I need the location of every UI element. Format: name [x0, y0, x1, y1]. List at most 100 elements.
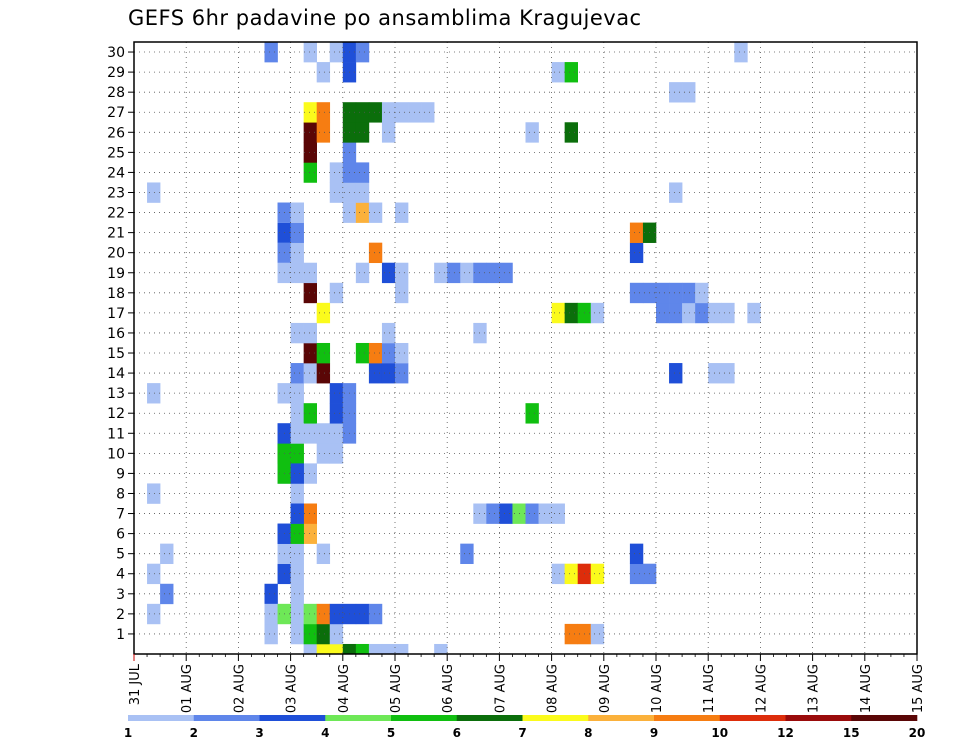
- heatmap-cell: [290, 242, 304, 264]
- heatmap-cell: [316, 623, 331, 645]
- y-axis: 1234567891011121314151617181920212223242…: [107, 45, 134, 643]
- colorbar-swatch: [259, 715, 326, 721]
- y-tick-label: 21: [107, 226, 125, 242]
- heatmap-cell: [629, 222, 644, 243]
- heatmap-cell: [290, 463, 304, 484]
- colorbar-swatch: [522, 715, 589, 721]
- y-tick-label: 15: [107, 346, 125, 362]
- heatmap-cell: [290, 603, 304, 625]
- heatmap-cell: [590, 302, 605, 324]
- colorbar-label: 3: [255, 726, 263, 740]
- heatmap-cell: [395, 282, 409, 304]
- heatmap-cell: [290, 443, 304, 464]
- x-tick-label: 13 AUG: [807, 664, 822, 713]
- heatmap-cell: [147, 563, 161, 585]
- cells-layer: [147, 42, 761, 655]
- x-tick-label: 12 AUG: [754, 664, 769, 713]
- heatmap-cell: [264, 623, 278, 645]
- heatmap-cell: [368, 342, 383, 364]
- heatmap-cell: [290, 403, 304, 424]
- heatmap-cell: [329, 42, 344, 63]
- heatmap-cell: [564, 302, 578, 324]
- heatmap-cell: [421, 102, 435, 123]
- heatmap-cell: [381, 342, 396, 364]
- heatmap-cell: [355, 262, 370, 284]
- heatmap-cell: [290, 523, 304, 544]
- y-tick-label: 28: [107, 85, 125, 101]
- heatmap-cell: [147, 383, 161, 404]
- heatmap-cell: [721, 302, 735, 324]
- heatmap-cell: [564, 122, 578, 143]
- heatmap-cell: [290, 543, 304, 565]
- heatmap-cell: [303, 603, 317, 625]
- y-tick-label: 3: [116, 587, 125, 603]
- heatmap-cell: [316, 363, 331, 384]
- heatmap-cell: [368, 603, 383, 625]
- heatmap-cell: [682, 82, 696, 103]
- y-tick-label: 2: [116, 607, 125, 623]
- colorbar-label: 6: [453, 726, 461, 740]
- heatmap-cell: [303, 463, 317, 484]
- heatmap-cell: [329, 282, 344, 304]
- heatmap-cell: [499, 503, 513, 524]
- colorbar-swatch: [325, 715, 392, 721]
- heatmap-cell: [303, 503, 317, 524]
- heatmap-cell: [316, 342, 331, 364]
- x-tick-label: 31 JUL: [128, 663, 143, 705]
- heatmap-cell: [564, 563, 578, 585]
- x-tick-label: 06 AUG: [441, 664, 456, 713]
- heatmap-cell: [381, 262, 396, 284]
- heatmap-cell: [590, 563, 605, 585]
- colorbar-legend: 1 2 3 4 5 6 7 8 9 10 12 15 20: [124, 715, 926, 740]
- y-tick-label: 30: [107, 45, 125, 61]
- heatmap-cell: [551, 62, 565, 83]
- heatmap-cell: [355, 162, 370, 183]
- heatmap-cell: [290, 322, 304, 344]
- heatmap-cell: [395, 102, 409, 123]
- colorbar-label: 20: [909, 726, 926, 740]
- heatmap-cell: [290, 423, 304, 444]
- heatmap-cell: [303, 403, 317, 424]
- heatmap-cell: [355, 102, 370, 123]
- heatmap-cell: [434, 643, 448, 655]
- y-tick-label: 19: [107, 266, 125, 282]
- y-tick-label: 8: [116, 486, 125, 502]
- heatmap-cell: [316, 603, 331, 625]
- heatmap-cell: [303, 262, 317, 284]
- heatmap-cell: [564, 62, 578, 83]
- y-tick-label: 27: [107, 105, 125, 121]
- grid-layer: [134, 42, 917, 654]
- heatmap-cell: [434, 262, 448, 284]
- colorbar-label: 8: [584, 726, 592, 740]
- heatmap-cell: [303, 423, 317, 444]
- x-tick-label: 02 AUG: [232, 664, 247, 713]
- heatmap-cell: [303, 322, 317, 344]
- heatmap-cell: [290, 563, 304, 585]
- heatmap-cell: [525, 403, 539, 424]
- y-tick-label: 18: [107, 286, 125, 302]
- heatmap-cell: [381, 643, 396, 655]
- y-tick-label: 7: [116, 507, 125, 523]
- y-tick-label: 1: [116, 627, 125, 643]
- colorbar-label: 9: [650, 726, 658, 740]
- colorbar-label: 4: [321, 726, 329, 740]
- heatmap-cell: [629, 242, 644, 264]
- colorbar-swatch: [456, 715, 523, 721]
- heatmap-cell: [695, 282, 709, 304]
- heatmap-cell: [551, 302, 565, 324]
- y-tick-label: 12: [107, 406, 125, 422]
- heatmap-cell: [147, 483, 161, 504]
- colorbar-swatch: [391, 715, 458, 721]
- heatmap-cell: [682, 302, 696, 324]
- heatmap-cell: [669, 363, 683, 384]
- heatmap-cell: [303, 122, 317, 143]
- y-tick-label: 17: [107, 306, 125, 322]
- heatmap-cell: [160, 543, 174, 565]
- heatmap-cell: [460, 543, 474, 565]
- x-tick-label: 09 AUG: [598, 664, 613, 713]
- heatmap-cell: [721, 363, 735, 384]
- heatmap-cell: [342, 643, 357, 655]
- heatmap-cell: [316, 62, 331, 83]
- heatmap-cell: [290, 363, 304, 384]
- colorbar-label: 7: [518, 726, 526, 740]
